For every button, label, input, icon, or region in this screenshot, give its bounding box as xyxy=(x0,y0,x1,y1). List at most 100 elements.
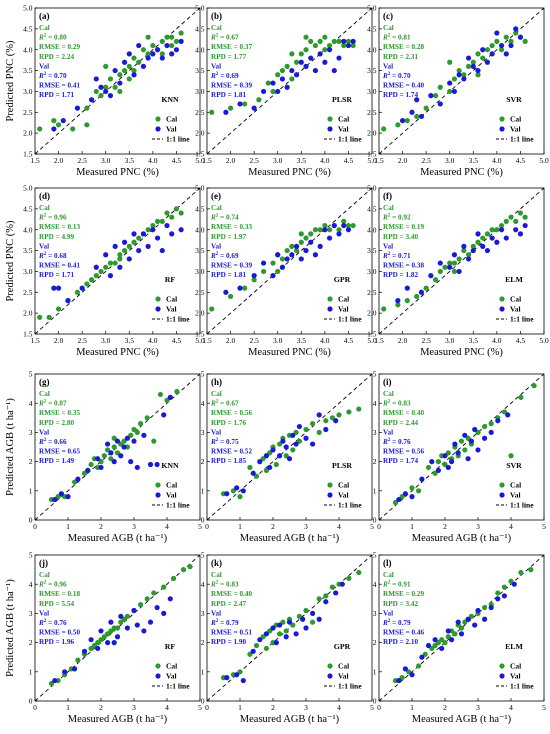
val-point xyxy=(418,113,425,120)
stat-line: RPD = 2.47 xyxy=(211,600,246,608)
x-tick-label: 2 xyxy=(99,522,103,531)
val-point xyxy=(234,485,240,491)
cal-point xyxy=(494,227,500,233)
cal-point xyxy=(482,604,488,611)
y-tick-label: 2 xyxy=(201,638,205,647)
val-point xyxy=(298,59,304,65)
cal-point xyxy=(293,59,300,65)
cal-point xyxy=(253,642,260,649)
cal-point xyxy=(416,663,422,669)
legend-val-marker xyxy=(499,126,505,132)
y-tick-label: 5.0 xyxy=(367,184,377,193)
x-tick-label: 5.0 xyxy=(195,336,205,345)
val-point xyxy=(237,285,243,291)
cal-point xyxy=(331,38,337,44)
y-tick-label: 5.0 xyxy=(195,4,205,13)
x-tick-label: 2 xyxy=(443,703,447,712)
legend-val-marker xyxy=(499,492,505,498)
r2-symbol: R xyxy=(382,34,388,42)
cal-point xyxy=(528,567,534,573)
val-point xyxy=(62,669,68,675)
x-tick-label: 2.0 xyxy=(226,336,236,345)
legend-cal-marker xyxy=(327,482,333,488)
r2-symbol: R xyxy=(382,214,388,222)
val-point xyxy=(326,235,333,241)
val-point xyxy=(451,88,458,95)
stat-line: RMSE = 0.56 xyxy=(211,409,252,417)
x-axis-label: Measured AGB (t ha⁻¹) xyxy=(68,714,168,725)
r2-superscript: 2 xyxy=(216,252,219,257)
cal-point xyxy=(322,47,328,53)
val-point xyxy=(263,631,269,637)
val-point xyxy=(95,645,101,652)
cal-point xyxy=(84,122,90,128)
cal-point xyxy=(98,93,104,99)
x-tick-label: 2.5 xyxy=(77,336,87,345)
legend-cal-marker xyxy=(155,116,161,122)
r2-symbol: R xyxy=(210,581,216,589)
val-point xyxy=(317,51,323,57)
legend-val-marker xyxy=(499,306,505,312)
cal-point xyxy=(350,42,356,49)
cal-point xyxy=(173,206,180,212)
cal-point xyxy=(458,438,465,444)
r2-superscript: 2 xyxy=(44,72,47,77)
y-tick-label: 4.5 xyxy=(195,204,205,213)
legend-val-label: Val xyxy=(338,491,349,500)
val-point xyxy=(470,247,476,254)
cal-point xyxy=(451,268,458,275)
model-name: GPR xyxy=(334,275,351,284)
cal-point xyxy=(112,260,118,266)
val-point xyxy=(173,47,180,53)
r2-value: = 0.67 xyxy=(218,34,239,42)
cal-point xyxy=(144,415,150,421)
val-point xyxy=(317,243,323,249)
y-tick-label: 0 xyxy=(29,516,33,525)
val-point xyxy=(105,441,111,447)
legend-cal-label: Cal xyxy=(510,662,521,671)
y-tick-label: 4.5 xyxy=(23,204,33,213)
val-point xyxy=(114,438,121,444)
cal-point xyxy=(37,314,43,320)
x-tick-label: 2.0 xyxy=(398,336,408,345)
cal-point xyxy=(114,625,121,631)
x-axis-label: Measured AGB (t ha⁻¹) xyxy=(412,714,512,725)
val-point xyxy=(480,47,486,53)
val-point xyxy=(136,42,142,49)
cal-point xyxy=(323,418,329,424)
panel-label: (i) xyxy=(383,377,392,387)
cal-point xyxy=(447,88,453,95)
r2-superscript: 2 xyxy=(388,400,391,405)
cal-point xyxy=(117,256,123,262)
cal-point xyxy=(508,38,514,44)
x-axis-label: Measured AGB (t ha⁻¹) xyxy=(240,533,340,544)
val-point xyxy=(488,604,494,611)
r2-superscript: 2 xyxy=(388,619,391,624)
cal-point xyxy=(145,227,151,233)
plot-frame xyxy=(34,373,201,521)
r2-superscript: 2 xyxy=(388,72,391,77)
cal-point xyxy=(518,569,524,576)
stat-line: R2 = 0.79 xyxy=(210,619,239,627)
x-tick-label: 5.0 xyxy=(539,156,549,165)
y-axis-label: Predicted PNC (%) xyxy=(5,40,16,122)
x-tick-label: 3.5 xyxy=(469,336,479,345)
y-tick-label: 2.0 xyxy=(195,309,205,318)
val-point xyxy=(178,227,184,233)
x-tick-label: 5.0 xyxy=(367,336,377,345)
x-tick-label: 1.5 xyxy=(202,156,212,165)
x-tick-label: 2 xyxy=(443,522,447,531)
val-point xyxy=(74,105,81,111)
val-point xyxy=(522,222,528,229)
val-point xyxy=(131,72,137,78)
val-point xyxy=(85,467,91,473)
one-to-one-line xyxy=(378,187,545,335)
r2-value: = 0.79 xyxy=(390,619,411,627)
stat-line: RMSE = 0.56 xyxy=(383,448,424,456)
plot-frame xyxy=(34,7,201,155)
val-point xyxy=(95,456,101,462)
cal-point xyxy=(322,34,328,40)
val-point xyxy=(517,231,524,237)
val-point xyxy=(396,496,402,503)
